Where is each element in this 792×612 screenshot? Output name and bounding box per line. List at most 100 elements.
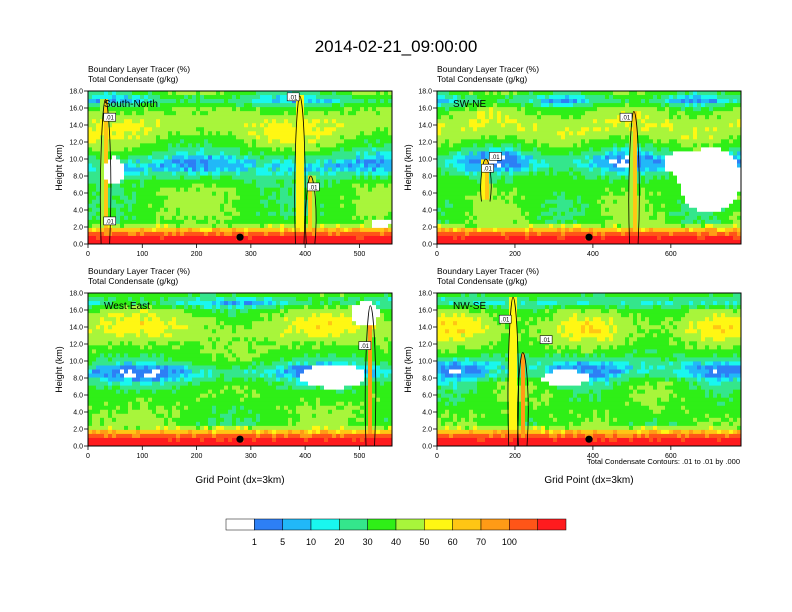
y-tick-label: 18.0 [418,89,432,96]
contour-label-box [539,335,553,344]
contour-label: .01 [501,318,510,324]
y-tick-label: 14.0 [418,123,432,130]
y-tick-label: 14.0 [418,325,432,332]
y-tick-label: 8.0 [73,376,83,383]
plot-frame [87,292,393,447]
panel-third: .01 West-East Boundary Layer Tracer (%)Tot… [54,266,393,486]
x-tick-label: 200 [509,453,521,460]
panel-subtitle-condensate: Total Condensate (g/kg) [437,276,527,286]
plot-frame [436,292,742,447]
colorbar-label: 5 [280,537,285,547]
colorbar-swatch [480,518,510,531]
x-tick-label: 300 [245,251,257,258]
figure-title: 2014-02-21_09:00:00 [315,37,478,56]
x-tick-label: 0 [86,251,90,258]
condensate-contour [480,158,492,202]
contour-fill-third [88,293,393,447]
panel-subtitle-condensate: Total Condensate (g/kg) [88,276,178,286]
plot-frame [87,90,393,245]
colorbar-swatch [452,518,482,531]
panel-subtitle-tracer: Boundary Layer Tracer (%) [437,64,539,74]
colorbar-label: 100 [502,537,517,547]
colorbar-swatch [339,518,368,531]
y-tick-label: 2.0 [73,225,83,232]
y-tick-label: 8.0 [422,376,432,383]
contour-label: .01 [106,116,115,122]
condensate-contour [628,110,640,245]
contour-label-box [286,92,300,102]
panel-second: .01 .01 .01 SW-NE Boundary Layer Tracer (%)T… [403,64,742,258]
x-tick-label: 400 [299,251,311,258]
x-tick-label: 200 [509,251,521,258]
colorbar-label: 30 [363,537,373,547]
contour-label-box [481,163,494,173]
panel-label: NW-SE [453,301,486,312]
condensate-contour [364,305,377,447]
colorbar-label: 1 [252,537,257,547]
contour-label-box [358,341,372,350]
panel-subtitle-tracer: Boundary Layer Tracer (%) [88,266,190,276]
contour-label-box [619,112,633,122]
contour-label: .01 [106,219,115,225]
y-tick-label: 12.0 [418,342,432,349]
y-tick-label: 2.0 [422,427,432,434]
contour-label: .01 [542,338,551,344]
colorbar-swatch [537,518,567,531]
contour-label-box [306,182,320,192]
y-tick-label: 16.0 [418,308,432,315]
x-tick-label: 100 [136,453,148,460]
contour-label-box [489,152,502,161]
y-tick-label: 6.0 [422,393,432,400]
location-marker [236,435,244,443]
y-axis-label: Height (km) [54,144,64,191]
panel-label: West-East [104,301,150,312]
y-tick-label: 8.0 [422,174,432,181]
colorbar-swatch [424,518,453,531]
colorbar-label: 50 [419,537,429,547]
contour-label: .01 [483,167,492,173]
y-tick-label: 6.0 [422,191,432,198]
y-tick-label: 18.0 [69,291,83,298]
x-tick-label: 400 [587,453,599,460]
y-tick-label: 14.0 [69,123,83,130]
panel-subtitle-condensate: Total Condensate (g/kg) [88,74,178,84]
y-tick-label: 0.0 [422,242,432,249]
y-tick-label: 18.0 [69,89,83,96]
panel-label: SW-NE [453,99,486,110]
x-tick-label: 600 [665,453,677,460]
panel-subtitle-condensate: Total Condensate (g/kg) [437,74,527,84]
contour-fill-fourth [437,293,742,447]
contour-note: Total Condensate Contours: .01 to .01 by… [587,457,740,466]
y-tick-label: 0.0 [73,242,83,249]
contour-label: .01 [289,95,298,101]
x-tick-label: 400 [299,453,311,460]
y-tick-label: 8.0 [73,174,83,181]
y-tick-label: 4.0 [73,208,83,215]
contour-label: .01 [361,344,370,350]
panel-first: .01 .01 .01 .01 South-North Boundary Layer Tr… [54,64,393,258]
colorbar-label: 20 [334,537,344,547]
x-axis-label: Grid Point (dx=3km) [195,475,284,486]
contour-fill-first [88,91,393,245]
x-tick-label: 100 [136,251,148,258]
location-marker [236,233,244,241]
colorbar-label: 10 [306,537,316,547]
y-tick-label: 10.0 [418,157,432,164]
x-tick-label: 0 [435,251,439,258]
contour-label: .01 [491,155,500,161]
colorbar-swatch [282,518,312,531]
contour-label: .01 [309,185,318,191]
panel-label: South-North [104,99,158,110]
condensate-contour [517,352,529,447]
x-tick-label: 500 [354,453,366,460]
contour-label: .01 [622,116,631,122]
condensate-contour [294,95,306,245]
colorbar-swatch [254,518,283,531]
y-tick-label: 2.0 [422,225,432,232]
y-axis-label: Height (km) [403,346,413,393]
colorbar-swatch [225,518,255,531]
y-axis-label: Height (km) [54,346,64,393]
contour-label-box [103,112,117,122]
